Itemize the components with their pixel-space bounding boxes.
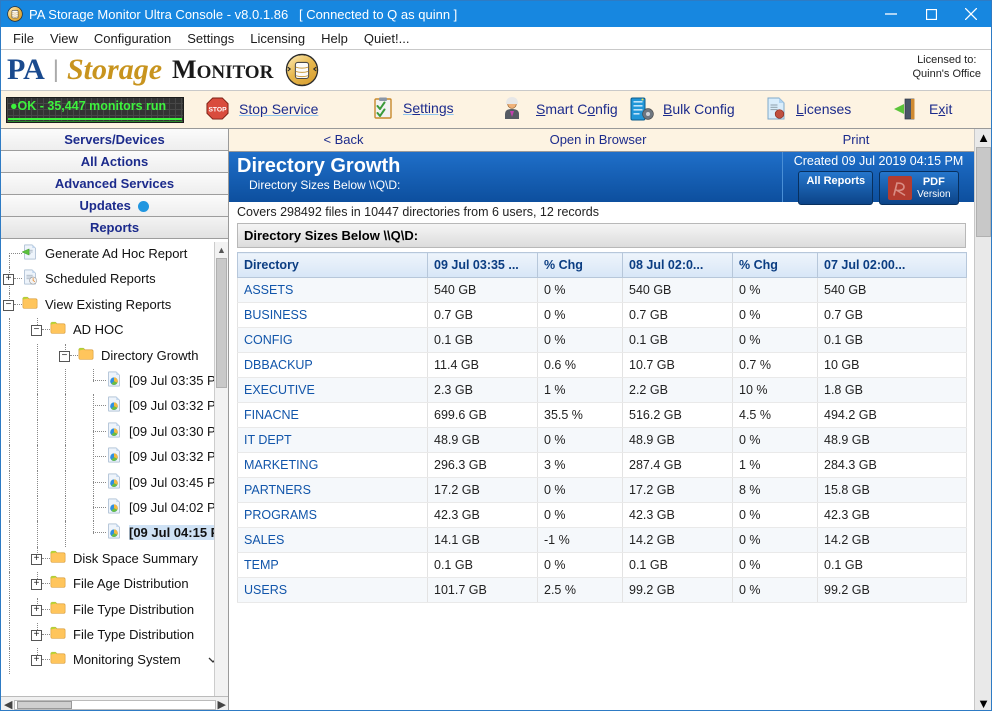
svg-text:STOP: STOP — [208, 106, 227, 113]
